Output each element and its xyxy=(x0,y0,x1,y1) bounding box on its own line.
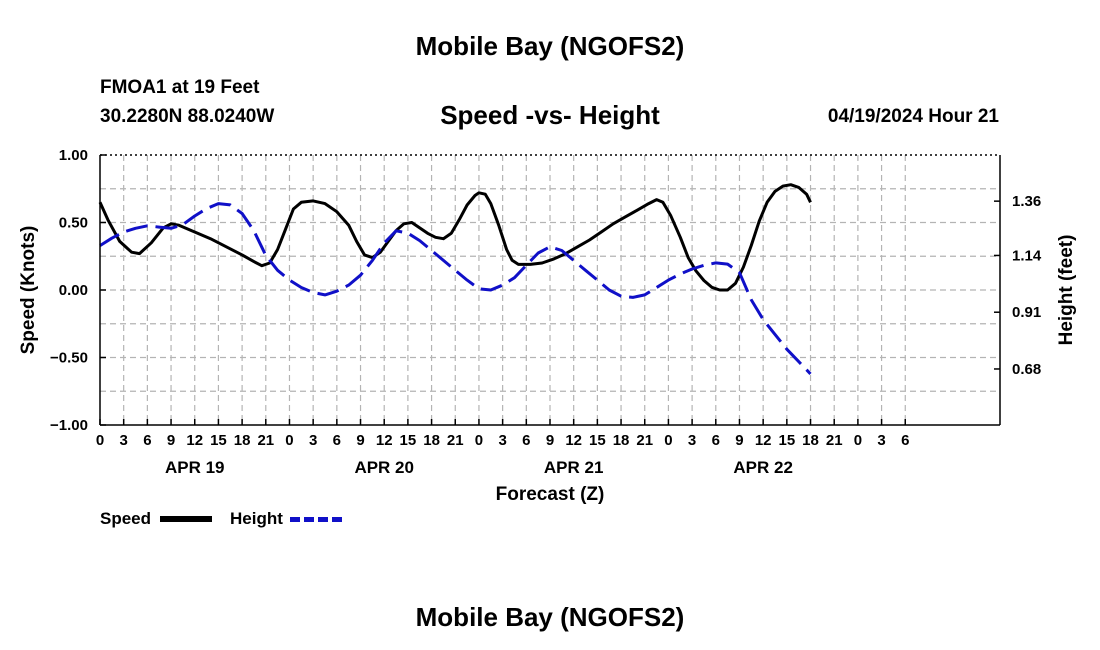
x-tick-label: 21 xyxy=(636,432,653,449)
x-tick-label: 9 xyxy=(167,432,175,449)
x-tick-label: 12 xyxy=(565,432,582,449)
x-tick-label: 18 xyxy=(234,432,251,449)
x-tick-label: 6 xyxy=(333,432,341,449)
height-series-line xyxy=(99,202,812,375)
date-label: APR 19 xyxy=(165,458,225,477)
x-tick-label: 15 xyxy=(589,432,606,449)
y-right-tick-label: 0.68 xyxy=(1012,361,1041,378)
x-tick-label: 18 xyxy=(423,432,440,449)
station-label: FMOA1 at 19 Feet xyxy=(100,77,260,98)
x-tick-label: 6 xyxy=(901,432,909,449)
x-tick-label: 21 xyxy=(826,432,843,449)
legend-speed-swatch xyxy=(160,516,212,522)
x-tick-label: 9 xyxy=(546,432,554,449)
y-left-tick-label: −0.50 xyxy=(50,350,88,367)
chart-series xyxy=(98,183,812,375)
x-tick-label: 3 xyxy=(120,432,128,449)
legend-height-swatch xyxy=(290,517,342,522)
x-tick-label: 15 xyxy=(400,432,417,449)
x-tick-label: 15 xyxy=(210,432,227,449)
forecast-datetime: 04/19/2024 Hour 21 xyxy=(827,106,999,127)
y-left-tick-label: −1.00 xyxy=(50,417,88,434)
chart-title: Speed -vs- Height xyxy=(440,100,660,130)
x-tick-label: 3 xyxy=(688,432,696,449)
x-tick-label: 3 xyxy=(877,432,885,449)
x-tick-label: 15 xyxy=(778,432,795,449)
legend-height-label: Height xyxy=(230,509,283,528)
station-coords: 30.2280N 88.0240W xyxy=(100,106,275,127)
x-tick-label: 21 xyxy=(257,432,274,449)
y-left-tick-label: 1.00 xyxy=(59,147,88,164)
legend-speed-label: Speed xyxy=(100,509,152,528)
x-tick-label: 0 xyxy=(475,432,483,449)
x-tick-label: 12 xyxy=(186,432,203,449)
x-tick-label: 18 xyxy=(802,432,819,449)
x-tick-label: 0 xyxy=(285,432,293,449)
bottom-title: Mobile Bay (NGOFS2) xyxy=(415,602,685,632)
x-tick-label: 9 xyxy=(735,432,743,449)
x-tick-label: 0 xyxy=(664,432,672,449)
y-right-tick-label: 1.36 xyxy=(1012,193,1041,210)
date-label: APR 20 xyxy=(354,458,414,477)
chart-grid xyxy=(100,155,1000,425)
date-label: APR 21 xyxy=(544,458,604,477)
y-axis-label-right: Height (feet) xyxy=(1056,235,1077,346)
x-tick-label: 0 xyxy=(96,432,104,449)
y-right-tick-label: 0.91 xyxy=(1012,304,1041,321)
chart-frame xyxy=(99,154,1001,426)
x-tick-label: 3 xyxy=(309,432,317,449)
x-tick-label: 6 xyxy=(522,432,530,449)
y-axis-label-left: Speed (Knots) xyxy=(18,226,39,355)
x-tick-label: 0 xyxy=(854,432,862,449)
x-tick-label: 21 xyxy=(447,432,464,449)
x-tick-label: 12 xyxy=(376,432,393,449)
x-tick-label: 9 xyxy=(356,432,364,449)
x-axis-label: Forecast (Z) xyxy=(496,484,605,505)
y-right-tick-label: 1.14 xyxy=(1012,247,1042,264)
x-tick-label: 12 xyxy=(755,432,772,449)
chart-labels: Forecast (Z) Speed (Knots) Height (feet)… xyxy=(18,147,1077,505)
x-tick-label: 3 xyxy=(498,432,506,449)
y-left-tick-label: 0.00 xyxy=(59,282,88,299)
x-tick-label: 6 xyxy=(143,432,151,449)
y-left-tick-label: 0.50 xyxy=(59,215,88,232)
speed-series-line xyxy=(98,183,812,292)
top-title: Mobile Bay (NGOFS2) xyxy=(415,31,685,61)
date-label: APR 22 xyxy=(733,458,793,477)
x-tick-label: 6 xyxy=(712,432,720,449)
x-tick-label: 18 xyxy=(613,432,630,449)
